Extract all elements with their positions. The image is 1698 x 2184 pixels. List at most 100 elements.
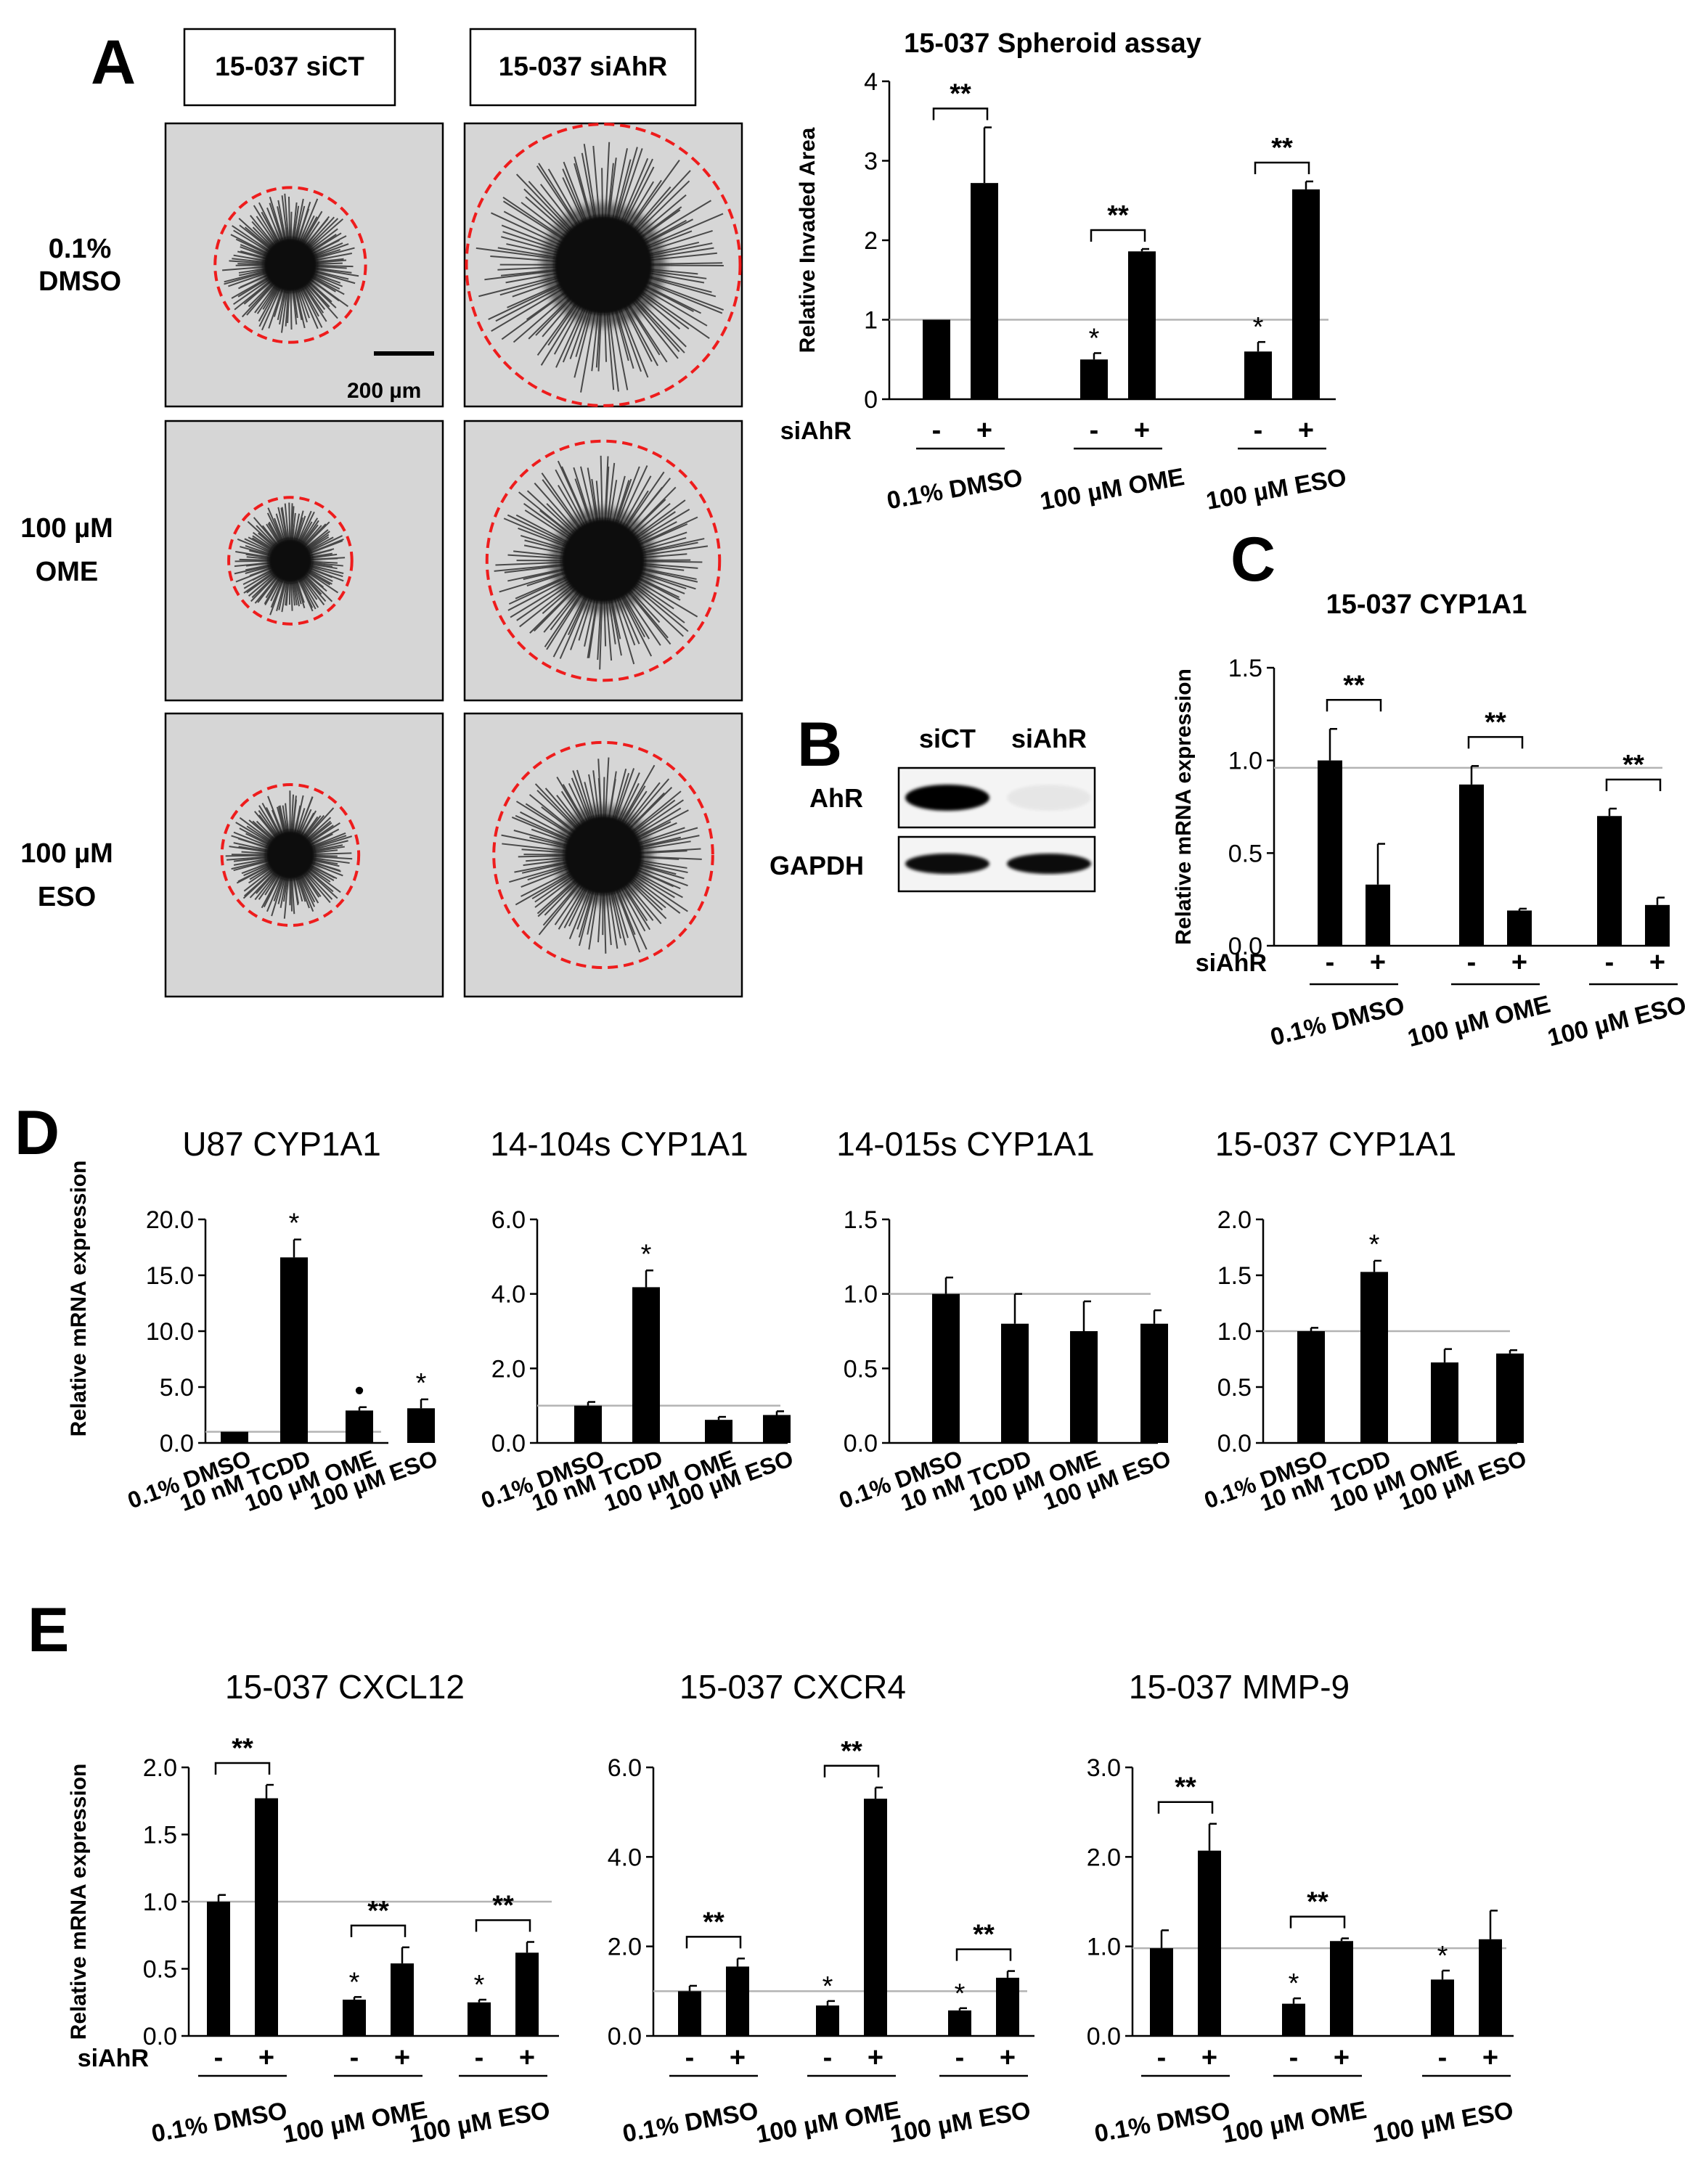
- bar-0-1-dmso-minus: [207, 1902, 230, 2036]
- significance-label: **: [950, 79, 971, 110]
- micrograph-2-0: [164, 712, 444, 998]
- chart-title: 15-037 CYP1A1: [1215, 1125, 1456, 1163]
- bar-100-m-ome-plus: [1128, 251, 1156, 399]
- significance-bracket: [1326, 699, 1382, 712]
- column-header-siahr-label: 15-037 siAhR: [499, 52, 667, 81]
- y-axis-label: Relative mRNA expression: [67, 1764, 91, 2040]
- significance-label: **: [841, 1736, 862, 1767]
- siahr-sign: +: [730, 2042, 746, 2073]
- y-tick-label: 0.0: [160, 1430, 194, 1457]
- y-tick-label: 1.0: [1217, 1318, 1252, 1346]
- star-label: *: [1437, 1941, 1448, 1971]
- star-label: *: [955, 1979, 966, 2009]
- y-tick-label: 15.0: [146, 1262, 194, 1290]
- star-label: *: [474, 1970, 485, 2000]
- invasion-boundary-circle: [492, 740, 714, 970]
- blot-row-label-gapdh: GAPDH: [770, 851, 864, 880]
- siahr-sign: -: [1605, 947, 1615, 978]
- y-tick-label: 0.5: [143, 1956, 177, 1984]
- blot-band: [905, 854, 989, 874]
- star-label: *: [823, 1971, 833, 2002]
- y-tick-label: 5.0: [160, 1374, 194, 1402]
- chart-title: 14-104s CYP1A1: [490, 1125, 748, 1163]
- group-label: 0.1% DMSO: [885, 464, 1025, 515]
- bar-100-m-eso-minus: [1597, 816, 1622, 946]
- bar-0-1-dmso: [932, 1293, 960, 1443]
- bar-100-m-eso-minus: [948, 2010, 971, 2036]
- star-label: *: [641, 1239, 652, 1269]
- panel-letter-e: E: [28, 1595, 69, 1665]
- significance-bracket: [1254, 161, 1310, 174]
- y-tick-label: 2.0: [491, 1355, 526, 1383]
- chart-title: 15-037 CXCL12: [225, 1668, 465, 1706]
- bar-100-m-eso-minus: [468, 2002, 491, 2036]
- bar-100-m-eso-minus: [1431, 1979, 1454, 2036]
- chart-d-u87: U87 CYP1A1 Relative mRNA expression 0.0 5.0…: [67, 1125, 441, 1516]
- panel-letter-d: D: [15, 1098, 60, 1168]
- blot-band: [1007, 854, 1091, 874]
- star-label: *: [289, 1208, 300, 1239]
- chart-e-cxcr4: 15-037 CXCR4 0.0 2.0 4.0 6.0 - +0.1% DMSO - +100…: [608, 1668, 1034, 2148]
- blot-lane-label-sict: siCT: [919, 724, 976, 753]
- bar-10-nm-tcdd: [280, 1257, 308, 1443]
- column-header-siahr: 15-037 siAhR: [469, 28, 697, 107]
- group-label: 100 µM OME: [1405, 991, 1553, 1052]
- y-tick-label: 3: [864, 148, 878, 176]
- significance-label: **: [1485, 707, 1506, 737]
- siahr-sign: +: [1298, 415, 1314, 446]
- bar-100-m-ome-minus: [1459, 784, 1484, 946]
- significance-label: **: [973, 1920, 995, 1950]
- spheroid-core: [561, 518, 645, 603]
- panel-letter-c: C: [1230, 525, 1275, 594]
- bar-100-m-ome-minus: [343, 2000, 366, 2036]
- bar-0-1-dmso: [1297, 1331, 1325, 1443]
- row-label-eso-line2: ESO: [38, 882, 96, 912]
- micrograph-0-1: [463, 122, 743, 408]
- bar-100-m-eso-plus: [515, 1952, 539, 2036]
- blot-band: [905, 785, 989, 811]
- siahr-sign: -: [1254, 415, 1263, 446]
- significance-label: **: [1107, 200, 1129, 231]
- bar-0-1-dmso-plus: [1198, 1850, 1221, 2036]
- group-label: 0.1% DMSO: [621, 2097, 761, 2148]
- siahr-sign: +: [1511, 947, 1527, 978]
- siahr-row-label: siAhR: [1196, 949, 1267, 977]
- western-blot: siCT siAhR AhR GAPDH: [770, 724, 1096, 893]
- bar-100-m-ome: [1070, 1331, 1098, 1443]
- y-tick-label: 0.5: [844, 1355, 878, 1383]
- star-label: *: [1289, 1968, 1299, 1999]
- y-tick-label: 0.0: [1228, 933, 1262, 960]
- bar-0-1-dmso-minus: [1318, 760, 1342, 946]
- significance-label: **: [1307, 1887, 1328, 1918]
- significance-bracket: [350, 1924, 407, 1937]
- significance-bracket: [1289, 1915, 1346, 1929]
- chart-title: 15-037 CYP1A1: [1326, 589, 1527, 620]
- bar-100-m-eso-plus: [1479, 1939, 1502, 2036]
- column-header-sict-label: 15-037 siCT: [215, 52, 364, 81]
- bar-10-nm-tcdd: [1360, 1272, 1388, 1443]
- bar-100-m-ome-plus: [1507, 910, 1532, 946]
- star-label: *: [1253, 312, 1264, 343]
- chart-title: 15-037 CXCR4: [679, 1668, 906, 1706]
- micrograph-0-0: [164, 122, 444, 408]
- group-label: 100 µM OME: [1038, 463, 1187, 515]
- siahr-sign: -: [685, 2042, 695, 2073]
- group-label: 100 µM ESO: [1545, 991, 1689, 1052]
- y-axis-label: Relative Invaded Area: [796, 127, 820, 353]
- spheroid-micrograph-grid: [164, 122, 743, 998]
- group-label: 0.1% DMSO: [1268, 991, 1408, 1052]
- row-label-dmso-line1: 0.1%: [49, 234, 112, 264]
- siahr-sign: +: [394, 2042, 410, 2073]
- y-tick-label: 6.0: [608, 1754, 642, 1782]
- significance-bracket: [685, 1936, 742, 1949]
- y-tick-label: 2.0: [608, 1934, 642, 1961]
- bar-100-m-ome-plus: [864, 1799, 887, 2036]
- siahr-sign: +: [519, 2042, 535, 2073]
- micrograph-1-0: [164, 420, 444, 702]
- y-axis-label: Relative mRNA expression: [67, 1161, 91, 1437]
- invasion-boundary-circle: [227, 496, 354, 626]
- siahr-sign: -: [475, 2042, 484, 2073]
- bar-100-m-ome-plus: [391, 1963, 414, 2036]
- bar-0-1-dmso-plus: [971, 183, 998, 399]
- significance-label: **: [1623, 750, 1644, 780]
